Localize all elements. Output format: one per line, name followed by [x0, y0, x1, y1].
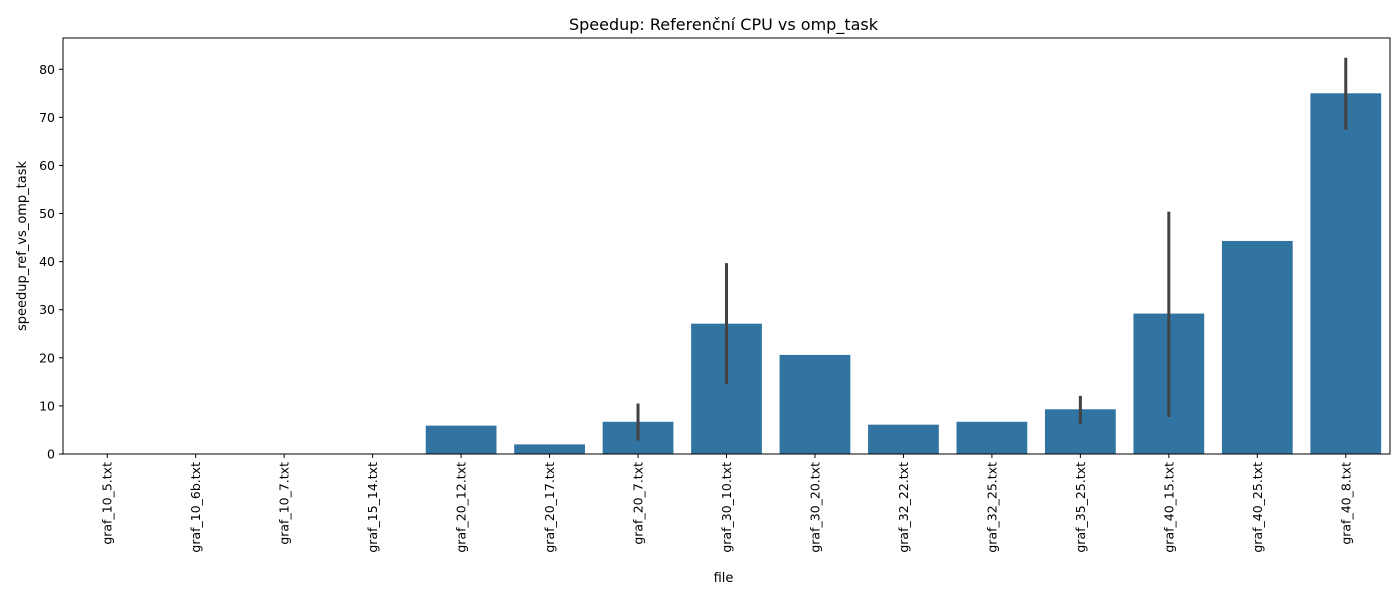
x-tick-label-10: graf_32_25.txt [984, 462, 999, 553]
x-tick-label-6: graf_20_7.txt [631, 462, 646, 545]
bar-14 [1310, 93, 1382, 454]
y-tick-label-6: 60 [39, 158, 55, 173]
x-tick-label-2: graf_10_7.txt [277, 462, 292, 545]
bar-13 [1221, 240, 1293, 454]
bar-9 [868, 424, 939, 454]
y-tick-label-1: 10 [39, 398, 55, 413]
y-axis: 0 10 20 30 40 50 60 70 80 [39, 62, 63, 462]
x-tick-label-3: graf_15_14.txt [365, 462, 380, 553]
x-tick-label-0: graf_10_5.txt [100, 462, 115, 545]
y-tick-label-3: 30 [39, 302, 55, 317]
x-tick-label-5: graf_20_17.txt [542, 462, 557, 553]
x-tick-label-4: graf_20_12.txt [454, 462, 469, 553]
y-tick-label-0: 0 [47, 447, 55, 462]
y-axis-title: speedup_ref_vs_omp_task [15, 160, 30, 331]
x-tick-label-7: graf_30_10.txt [719, 462, 734, 553]
bar-5 [514, 444, 585, 454]
plot-area [425, 57, 1382, 454]
x-axis: graf_10_5.txt graf_10_6b.txt graf_10_7.txt… [100, 454, 1353, 553]
y-tick-label-4: 40 [39, 254, 55, 269]
chart-title: Speedup: Referenční CPU vs omp_task [569, 15, 879, 35]
y-tick-label-8: 80 [39, 62, 55, 77]
x-tick-label-13: graf_40_25.txt [1250, 462, 1265, 553]
bar-10 [956, 421, 1028, 454]
x-tick-label-9: graf_32_22.txt [896, 462, 911, 553]
bar-8 [779, 354, 851, 454]
x-tick-label-1: graf_10_6b.txt [188, 462, 203, 553]
y-tick-label-2: 20 [39, 350, 55, 365]
bar-4 [425, 425, 497, 454]
x-tick-label-12: graf_40_15.txt [1161, 462, 1176, 553]
y-tick-label-7: 70 [39, 110, 55, 125]
x-tick-label-14: graf_40_8.txt [1338, 462, 1353, 545]
x-tick-label-8: graf_30_20.txt [807, 462, 822, 553]
y-tick-label-5: 50 [39, 206, 55, 221]
x-tick-label-11: graf_35_25.txt [1073, 462, 1088, 553]
x-axis-title: file [714, 571, 734, 586]
